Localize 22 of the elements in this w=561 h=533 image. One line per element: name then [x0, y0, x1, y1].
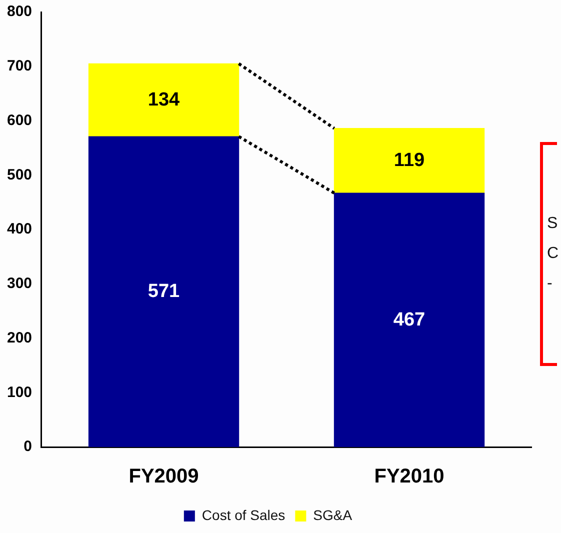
bar	[88, 136, 240, 447]
bar	[88, 63, 240, 137]
callout-box: S C -	[540, 142, 557, 366]
data-label: 134	[148, 89, 180, 110]
data-label: 467	[393, 309, 426, 330]
bar	[334, 192, 485, 447]
y-tick-label: 800	[6, 3, 32, 20]
x-tick-label: FY2010	[374, 466, 444, 488]
legend-label: SG&A	[313, 506, 353, 523]
y-tick-label: 0	[24, 438, 32, 456]
y-tick-label: 300	[6, 275, 32, 292]
y-tick-label: 500	[6, 166, 32, 184]
y-tick-label: 600	[6, 112, 32, 129]
x-tick-label: FY2009	[128, 466, 199, 488]
data-label: 119	[394, 150, 425, 171]
y-tick-label: 700	[6, 58, 32, 75]
bar	[334, 128, 485, 194]
data-label: 571	[148, 280, 180, 302]
legend-label: Cost of Sales	[202, 506, 286, 523]
y-tick-label: 200	[6, 329, 32, 346]
y-tick-label: 400	[6, 220, 32, 238]
y-tick-label: 100	[6, 384, 32, 401]
